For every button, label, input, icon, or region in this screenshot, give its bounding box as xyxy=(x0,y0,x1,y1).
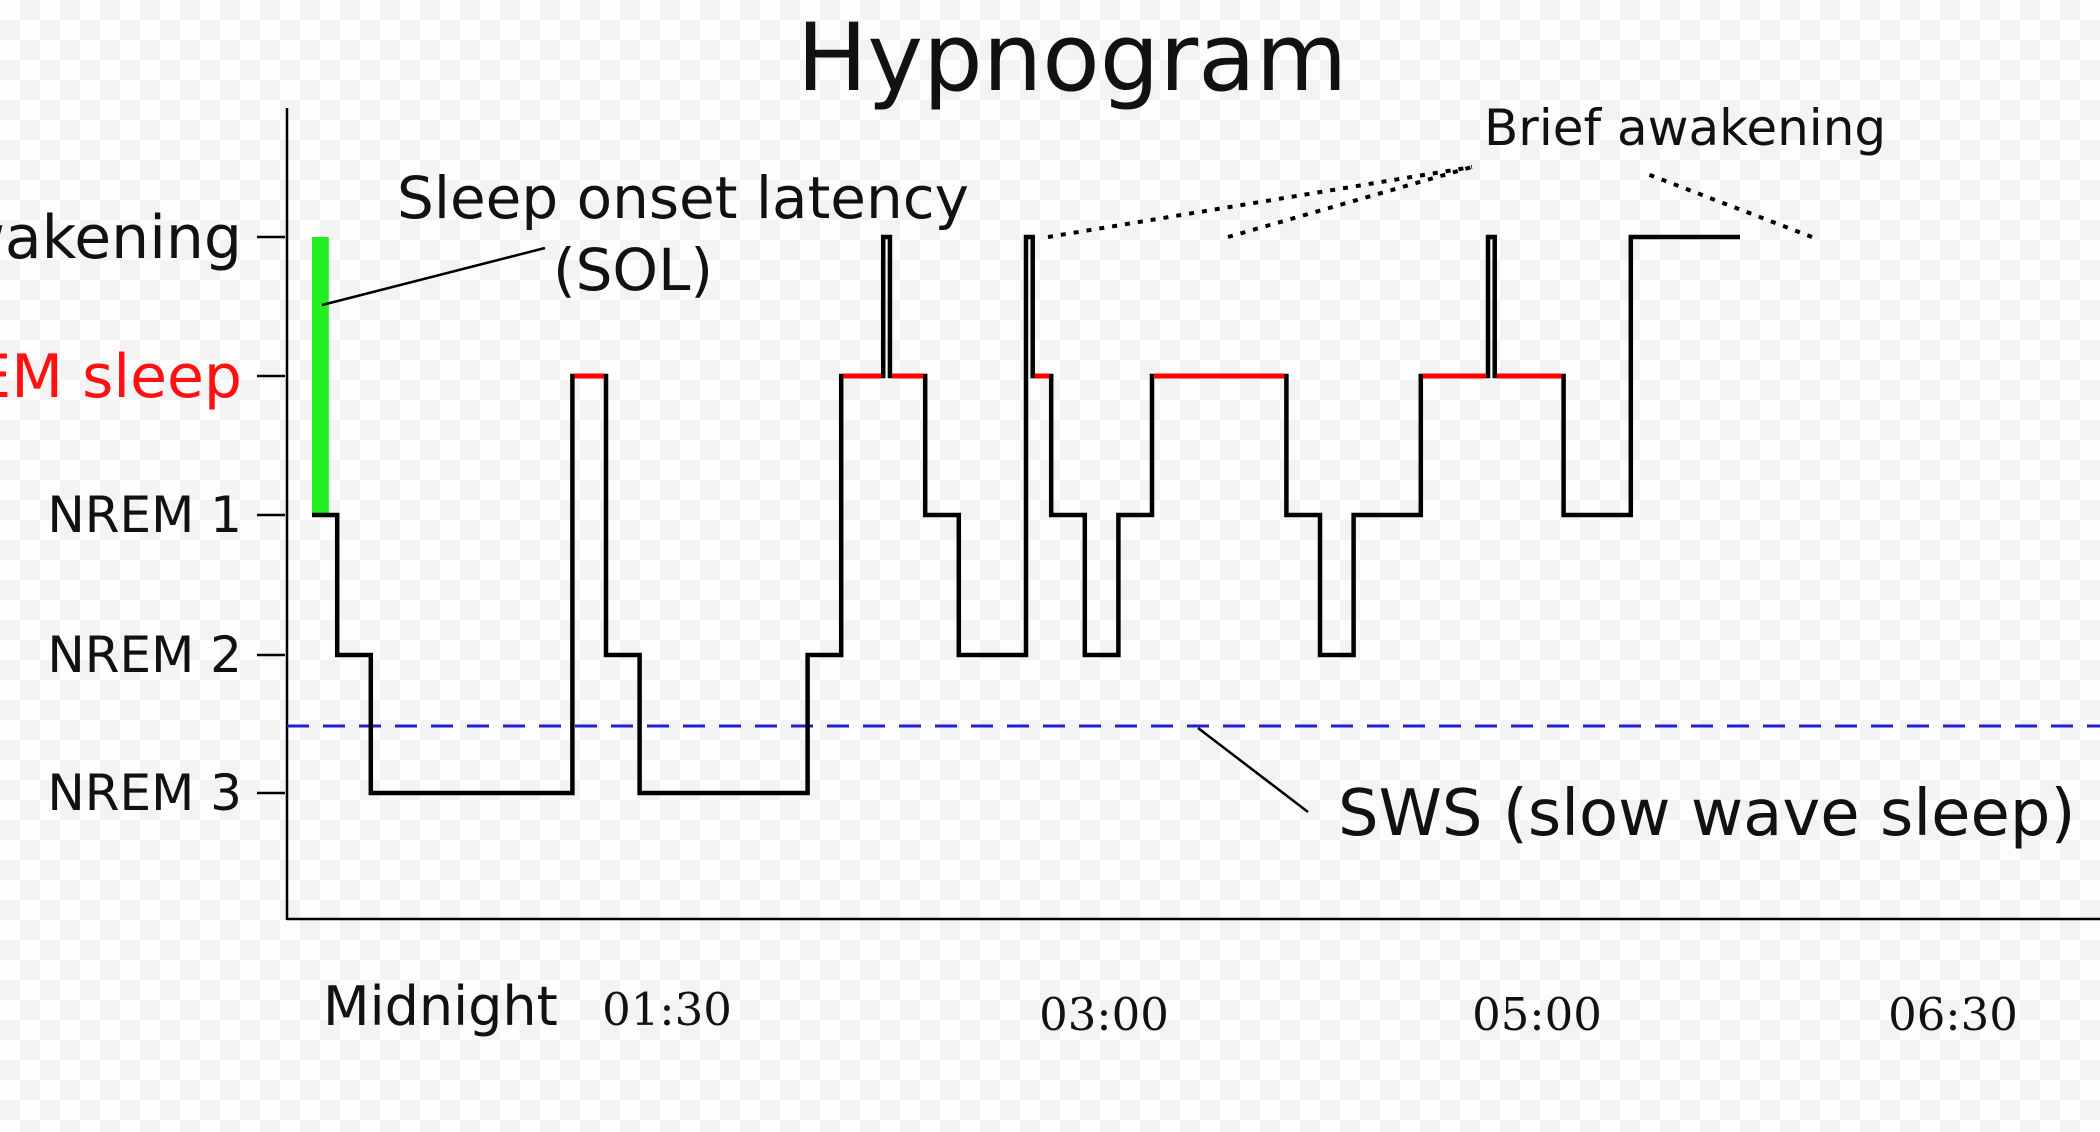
sws-leader-line xyxy=(1197,727,1309,813)
y-label-nrem-3: NREM 3 xyxy=(47,764,242,822)
y-label-nrem-1: NREM 1 xyxy=(47,486,242,544)
sws-annotation: SWS (slow wave sleep) level xyxy=(1338,777,2100,851)
brief-awakening-pointer-2 xyxy=(1227,165,1473,239)
sol-annotation-line1: Sleep onset latency xyxy=(397,164,969,232)
sol-leader-line xyxy=(321,246,546,307)
hypnogram-step-line xyxy=(312,234,1740,796)
sol-annotation-line2: (SOL) xyxy=(553,236,713,304)
x-tick-label-4: 06:30 xyxy=(1888,988,2018,1041)
brief-awakening-label: Brief awakening xyxy=(1484,99,1886,157)
y-label-rem-sleep: REM sleep xyxy=(0,342,242,412)
chart-title: Hypnogram xyxy=(797,4,1348,113)
x-tick-label-2: 03:00 xyxy=(1039,988,1169,1041)
brief-awakening-pointer-3 xyxy=(1641,170,1813,239)
x-tick-label-0: Midnight xyxy=(323,975,558,1038)
y-label-nrem-2: NREM 2 xyxy=(47,626,242,684)
x-tick-label-1: 01:30 xyxy=(602,983,732,1036)
x-tick-label-3: 05:00 xyxy=(1472,988,1602,1041)
sleep-onset-latency-bar xyxy=(312,237,329,515)
y-label-awakening: Awakening xyxy=(0,203,242,273)
brief-awakening-pointer-1 xyxy=(1047,165,1473,239)
